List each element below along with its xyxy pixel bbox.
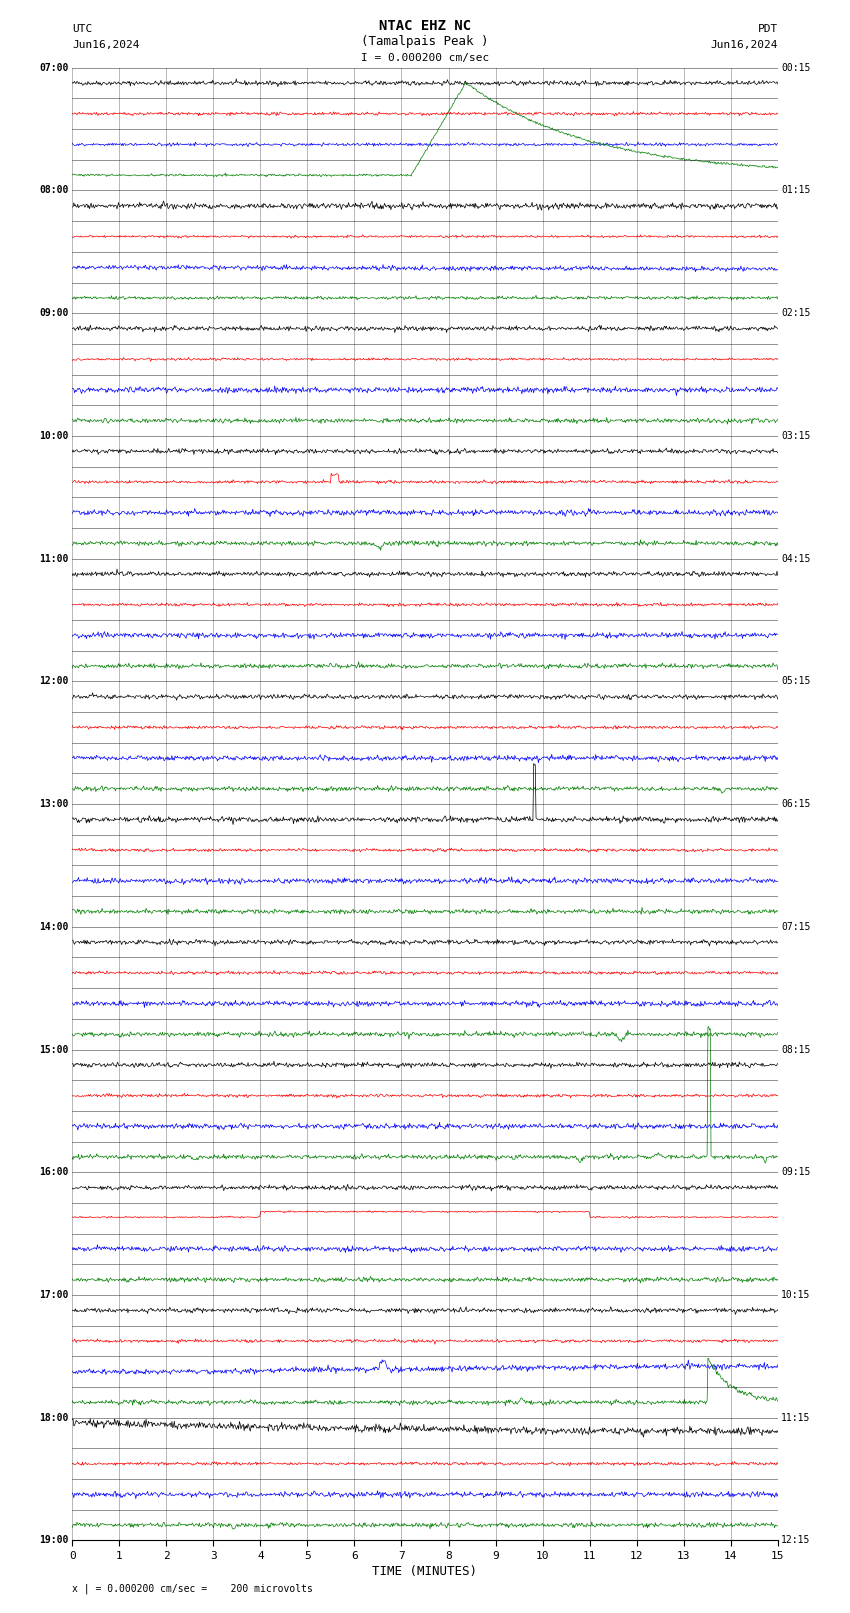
Text: 07:00: 07:00 [39,63,69,73]
Text: 17:00: 17:00 [39,1290,69,1300]
Text: 09:00: 09:00 [39,308,69,318]
Text: 19:00: 19:00 [39,1536,69,1545]
Text: 06:15: 06:15 [781,798,811,810]
Text: PDT: PDT [757,24,778,34]
Text: 10:15: 10:15 [781,1290,811,1300]
Text: 11:00: 11:00 [39,553,69,563]
Text: 14:00: 14:00 [39,921,69,932]
Text: 08:15: 08:15 [781,1045,811,1055]
Text: 04:15: 04:15 [781,553,811,563]
Text: 10:00: 10:00 [39,431,69,440]
Text: NTAC EHZ NC: NTAC EHZ NC [379,19,471,32]
Text: 12:00: 12:00 [39,676,69,687]
Text: 13:00: 13:00 [39,798,69,810]
Text: 01:15: 01:15 [781,185,811,195]
Text: 03:15: 03:15 [781,431,811,440]
Text: UTC: UTC [72,24,93,34]
Text: Jun16,2024: Jun16,2024 [711,40,778,50]
Text: 11:15: 11:15 [781,1413,811,1423]
Text: 18:00: 18:00 [39,1413,69,1423]
Text: 08:00: 08:00 [39,185,69,195]
Text: 00:15: 00:15 [781,63,811,73]
Text: 15:00: 15:00 [39,1045,69,1055]
Text: 16:00: 16:00 [39,1168,69,1177]
Text: (Tamalpais Peak ): (Tamalpais Peak ) [361,35,489,48]
X-axis label: TIME (MINUTES): TIME (MINUTES) [372,1565,478,1578]
Text: Jun16,2024: Jun16,2024 [72,40,139,50]
Text: I = 0.000200 cm/sec: I = 0.000200 cm/sec [361,53,489,63]
Text: 09:15: 09:15 [781,1168,811,1177]
Text: 12:15: 12:15 [781,1536,811,1545]
Text: 02:15: 02:15 [781,308,811,318]
Text: 05:15: 05:15 [781,676,811,687]
Text: 07:15: 07:15 [781,921,811,932]
Text: x | = 0.000200 cm/sec =    200 microvolts: x | = 0.000200 cm/sec = 200 microvolts [72,1584,313,1594]
